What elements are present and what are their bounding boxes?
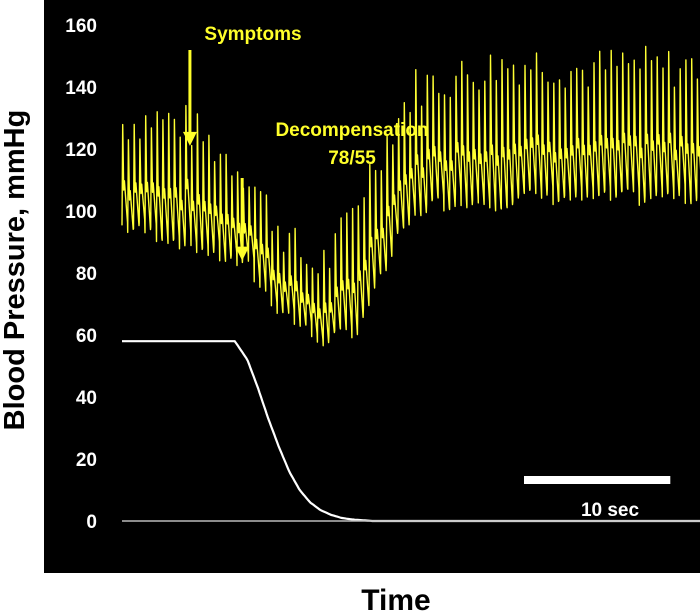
x-axis-title: Time	[361, 584, 430, 616]
y-tick-label: 100	[65, 202, 97, 223]
scale-bar-label: 10 sec	[581, 500, 640, 521]
y-axis-title: Blood Pressure, mmHg	[0, 110, 31, 431]
y-axis-ticks: 0 20 40 60 80 100 120 140 160	[65, 16, 97, 533]
y-tick-label: 140	[65, 78, 97, 99]
annotation-label: Decompensation	[275, 120, 428, 141]
series-layer	[121, 45, 700, 523]
scale-bar-line	[524, 476, 671, 484]
scale-bar: 10 sec	[524, 476, 671, 521]
annotation-arrow-head	[235, 246, 250, 261]
y-tick-label: 80	[76, 264, 97, 285]
y-tick-label: 40	[76, 388, 97, 409]
annotation-value: 78/55	[328, 148, 376, 169]
plot-background	[44, 0, 700, 573]
y-tick-label: 160	[65, 16, 97, 37]
y-tick-label: 60	[76, 326, 97, 347]
y-tick-label: 120	[65, 140, 97, 161]
y-tick-label: 0	[86, 512, 97, 533]
series-line-arterial-pressure	[121, 45, 700, 347]
y-tick-label: 20	[76, 450, 97, 471]
annotation-label: Symptoms	[204, 24, 301, 45]
annotation-arrow-head	[182, 131, 197, 146]
annotations: Symptoms Decompensation 78/55	[182, 24, 429, 261]
plot-bottom-band	[44, 540, 700, 573]
